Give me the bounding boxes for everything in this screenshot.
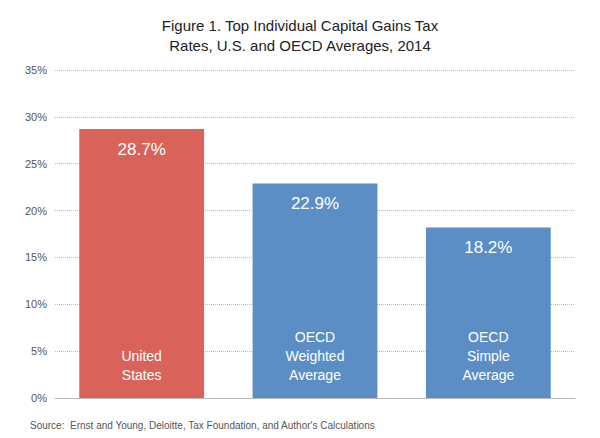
svg-text:18.2%: 18.2%: [464, 238, 512, 257]
svg-text:Simple: Simple: [467, 348, 510, 364]
svg-text:0%: 0%: [31, 392, 47, 404]
svg-text:Average: Average: [289, 367, 341, 383]
svg-text:Weighted: Weighted: [286, 348, 345, 364]
svg-text:Average: Average: [462, 367, 514, 383]
svg-text:States: States: [122, 367, 162, 383]
svg-text:OECD: OECD: [295, 329, 335, 345]
svg-text:15%: 15%: [25, 251, 47, 263]
svg-text:10%: 10%: [25, 298, 47, 310]
svg-text:OECD: OECD: [468, 329, 508, 345]
svg-text:Figure 1. Top Individual Capit: Figure 1. Top Individual Capital Gains T…: [162, 17, 439, 34]
svg-text:5%: 5%: [31, 345, 47, 357]
svg-text:United: United: [121, 348, 161, 364]
svg-text:35%: 35%: [25, 64, 47, 76]
svg-text:30%: 30%: [25, 111, 47, 123]
svg-text:25%: 25%: [25, 158, 47, 170]
svg-text:28.7%: 28.7%: [118, 140, 166, 159]
svg-text:20%: 20%: [25, 205, 47, 217]
svg-text:22.9%: 22.9%: [291, 194, 339, 213]
svg-text:Rates, U.S. and OECD Averages,: Rates, U.S. and OECD Averages, 2014: [169, 37, 431, 54]
svg-text:Source: Ernst and Young, Delo: Source: Ernst and Young, Deloitte, Tax F…: [30, 420, 375, 431]
